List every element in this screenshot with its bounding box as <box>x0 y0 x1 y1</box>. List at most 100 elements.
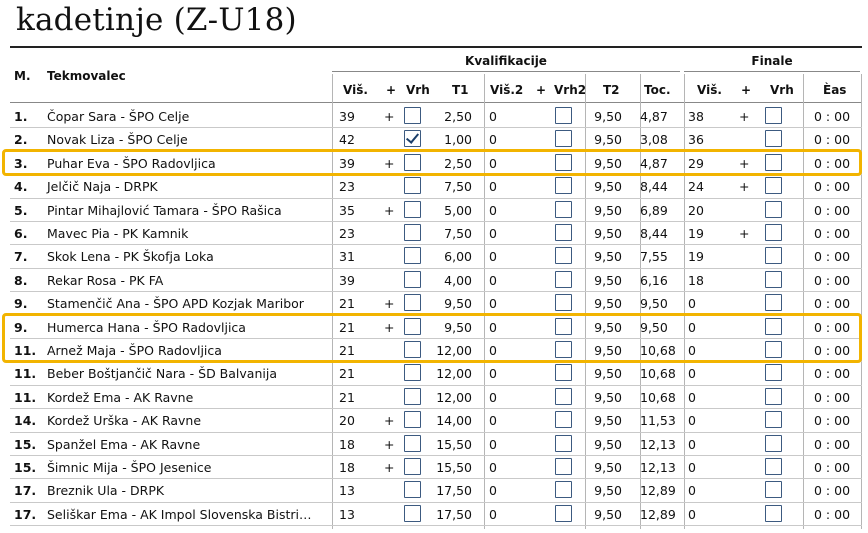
checkbox-top2[interactable] <box>555 107 572 124</box>
checkbox-final-top[interactable] <box>765 387 782 405</box>
row-highlight <box>2 312 862 364</box>
checkbox-top[interactable] <box>404 177 421 195</box>
checkbox-final-top[interactable] <box>765 294 782 312</box>
checkbox-top2[interactable] <box>555 247 572 265</box>
checkbox-top[interactable] <box>404 200 421 218</box>
row-separator <box>10 338 862 339</box>
cell-competitor: Breznik Ula - DRPK <box>47 483 165 499</box>
header-competitor: Tekmovalec <box>47 69 126 83</box>
cell-competitor: Seliškar Ema - AK Impol Slovenska Bistri… <box>47 506 312 522</box>
table-row: 5. Pintar Mihajlović Tamara - ŠPO Rašica 3… <box>10 199 862 222</box>
cell-t2: 9,50 <box>594 343 622 358</box>
checkbox-top[interactable] <box>404 224 421 241</box>
cell-t2: 9,50 <box>594 389 622 405</box>
checkbox-final-top[interactable] <box>765 200 782 218</box>
checkbox-top[interactable] <box>404 481 421 499</box>
cell-competitor: Stamenčič Ana - ŠPO APD Kozjak Maribor <box>47 296 304 312</box>
cell-t2: 9,50 <box>594 155 622 171</box>
group-underline-qualification <box>332 71 680 72</box>
cell-final-height: 0 <box>688 460 696 475</box>
checkbox-top2[interactable] <box>555 387 572 405</box>
checkbox-top[interactable] <box>404 434 421 452</box>
checkbox-top2[interactable] <box>555 270 572 288</box>
header-bottom-rule <box>10 102 862 103</box>
checkbox-top[interactable] <box>404 341 421 358</box>
cell-points: 9,50 <box>640 296 668 312</box>
checkbox-top2[interactable] <box>555 341 572 358</box>
cell-t2: 9,50 <box>594 249 622 265</box>
cell-time: 0 : 00 <box>814 436 851 452</box>
checkbox-final-top[interactable] <box>765 130 782 148</box>
checkbox-top[interactable] <box>404 294 421 312</box>
checkbox-top[interactable] <box>404 504 421 522</box>
checkbox-top2[interactable] <box>555 153 572 171</box>
header-plus: + <box>386 83 397 97</box>
checkbox-top[interactable] <box>404 364 421 382</box>
checkbox-top[interactable] <box>404 247 421 265</box>
checkbox-top2[interactable] <box>555 130 572 148</box>
cell-t2: 9,50 <box>594 109 622 124</box>
checkbox-top2[interactable] <box>555 177 572 195</box>
checkbox-top2[interactable] <box>555 224 572 241</box>
checkbox-top[interactable] <box>404 107 421 124</box>
checkbox-final-top[interactable] <box>765 434 782 452</box>
table-row: 9. Humerca Hana - ŠPO Radovljica 21 +9,50 0 9… <box>10 316 862 339</box>
checkbox-top[interactable] <box>404 387 421 405</box>
checkbox-top2[interactable] <box>555 411 572 429</box>
checkbox-top2[interactable] <box>555 200 572 218</box>
checkbox-top[interactable] <box>404 153 421 171</box>
cell-height: 21 <box>339 389 355 405</box>
cell-rank: 8. <box>14 272 28 288</box>
checkbox-final-top[interactable] <box>765 177 782 195</box>
cell-time: 0 : 00 <box>814 132 851 148</box>
checkbox-top[interactable] <box>404 130 421 148</box>
table-row: 15. Šimnic Mija - ŠPO Jesenice 18 +15,50 0 9,… <box>10 456 862 479</box>
cell-t2: 9,50 <box>594 483 622 499</box>
cell-time: 0 : 00 <box>814 413 851 429</box>
cell-height: 18 <box>339 460 355 475</box>
cell-height: 21 <box>339 343 355 358</box>
checkbox-top2[interactable] <box>555 364 572 382</box>
checkbox-final-top[interactable] <box>765 458 782 475</box>
checkbox-top2[interactable] <box>555 481 572 499</box>
checkbox-final-top[interactable] <box>765 107 782 124</box>
checkbox-top2[interactable] <box>555 504 572 522</box>
cell-t1: 2,50 <box>444 155 472 171</box>
cell-height2: 0 <box>489 483 497 499</box>
cell-competitor: Čopar Sara - ŠPO Celje <box>47 109 190 124</box>
column-separator <box>861 74 862 529</box>
cell-competitor: Kordež Urška - AK Ravne <box>47 413 202 429</box>
checkbox-top2[interactable] <box>555 434 572 452</box>
checkbox-final-top[interactable] <box>765 411 782 429</box>
checkbox-final-top[interactable] <box>765 504 782 522</box>
cell-points: 12,13 <box>640 460 676 475</box>
row-separator <box>10 501 862 503</box>
checkbox-top[interactable] <box>404 317 421 335</box>
checkbox-top[interactable] <box>404 411 421 429</box>
cell-height: 21 <box>339 319 355 335</box>
checkbox-final-top[interactable] <box>765 153 782 171</box>
cell-height: 21 <box>339 296 355 312</box>
checkbox-final-top[interactable] <box>765 224 782 241</box>
cell-time: 0 : 00 <box>814 179 851 195</box>
cell-height2: 0 <box>489 343 497 358</box>
header-time: Èas <box>823 83 847 97</box>
checkbox-final-top[interactable] <box>765 317 782 335</box>
checkbox-final-top[interactable] <box>765 341 782 358</box>
cell-points: 6,16 <box>640 272 668 288</box>
cell-t1: 15,50 <box>436 436 472 452</box>
checkbox-top2[interactable] <box>555 294 572 312</box>
checkbox-top2[interactable] <box>555 458 572 475</box>
checkbox-top[interactable] <box>404 458 421 475</box>
cell-final-height: 0 <box>688 436 696 452</box>
cell-t1: 12,00 <box>436 366 472 382</box>
table-row: 4. Jelčič Naja - DRPK 23 7,50 0 9,50 8,44 24 +0 … <box>10 175 862 198</box>
checkbox-final-top[interactable] <box>765 247 782 265</box>
checkbox-final-top[interactable] <box>765 364 782 382</box>
checkbox-top2[interactable] <box>555 317 572 335</box>
cell-plus: + <box>384 202 395 218</box>
checkbox-final-top[interactable] <box>765 270 782 288</box>
cell-final-plus: + <box>739 226 750 241</box>
checkbox-final-top[interactable] <box>765 481 782 499</box>
checkbox-top[interactable] <box>404 270 421 288</box>
